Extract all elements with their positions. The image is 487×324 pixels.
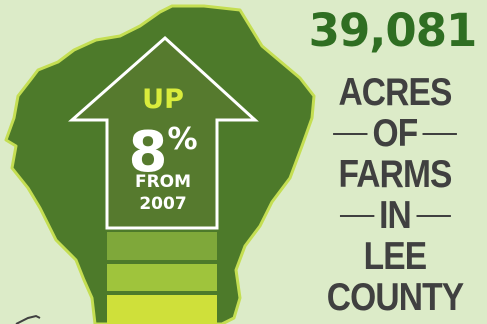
up-arrow [68,35,259,230]
growth-bar-top [107,232,217,260]
acreage-number: 39,081 [308,4,478,57]
percent-symbol: % [167,122,198,157]
growth-bar-middle [107,264,217,291]
from-label: FROM [134,172,192,192]
up-label: UP [142,84,184,115]
corner-mark [15,314,41,324]
headline-line: COUNTY [326,276,464,319]
headline-line: ACRES [338,71,452,114]
headline-line: LEE [363,235,428,278]
headline-line: IN [324,195,467,236]
percent-change: 8% [108,112,218,194]
headline-text-stack: ACRES OF FARMS IN LEE COUNTY [312,72,478,318]
headline-line: FARMS [338,153,452,196]
growth-bar-bottom [107,295,217,324]
headline-line: OF [324,113,467,154]
baseline-year: 2007 [139,194,187,214]
percent-value: 8 [128,120,167,185]
